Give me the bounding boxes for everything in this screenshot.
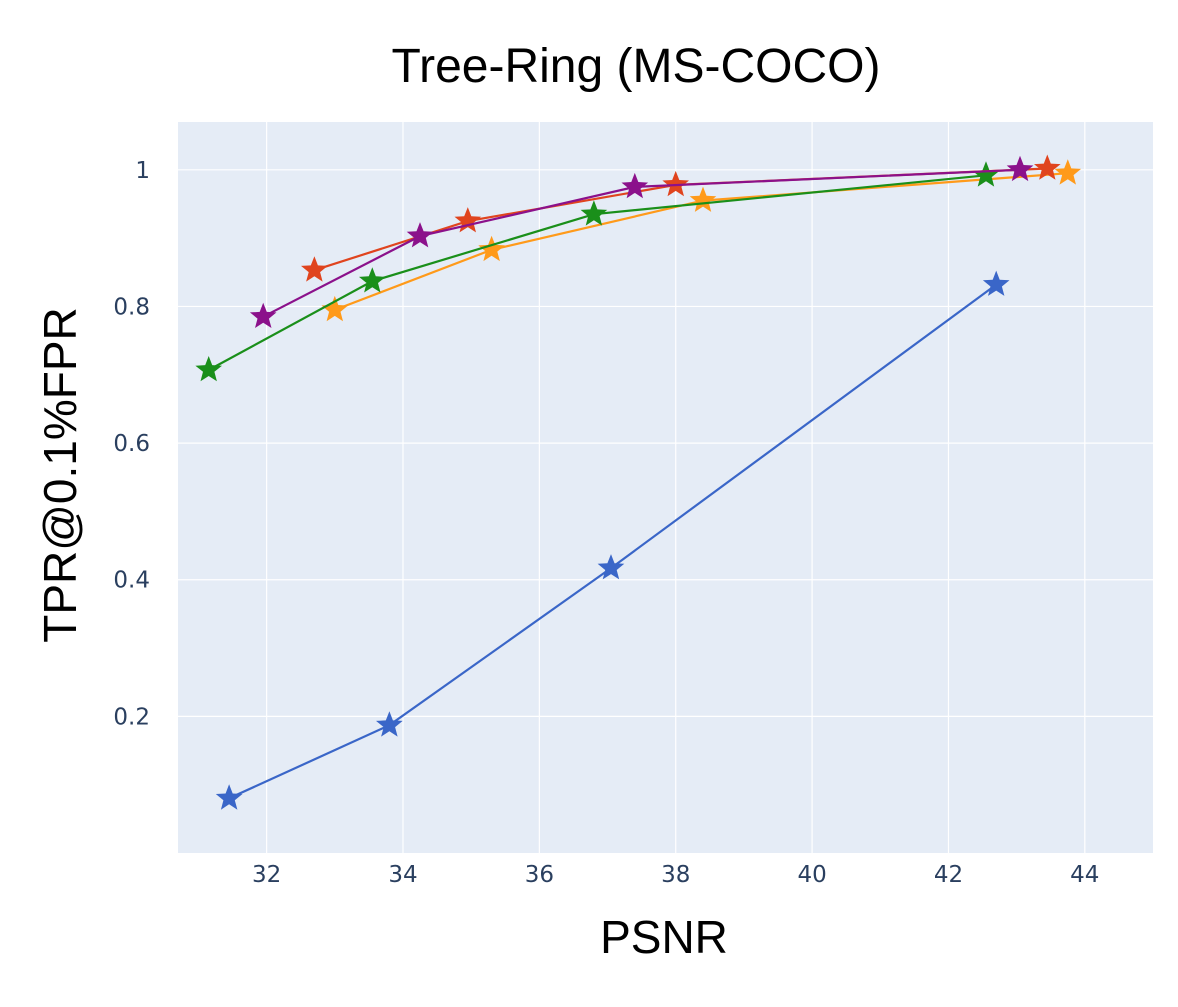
y-tick-label: 1 bbox=[135, 158, 150, 184]
series-2 bbox=[321, 159, 1082, 322]
y-tick-label: 0.8 bbox=[113, 294, 150, 320]
series-line bbox=[334, 172, 1068, 311]
star-marker bbox=[249, 302, 277, 328]
series-5 bbox=[249, 155, 1034, 328]
star-marker bbox=[478, 235, 505, 262]
chart-title: Tree-Ring (MS-COCO) bbox=[392, 40, 881, 93]
x-tick-label: 42 bbox=[934, 862, 963, 888]
star-marker bbox=[580, 200, 608, 226]
y-tick-label: 0.2 bbox=[113, 704, 150, 730]
series-line bbox=[208, 174, 987, 371]
y-axis-title: TPR@0.1%FPR bbox=[34, 307, 86, 643]
star-marker bbox=[301, 256, 328, 282]
x-tick-label: 32 bbox=[252, 862, 281, 888]
star-marker bbox=[689, 186, 717, 212]
x-tick-label: 36 bbox=[525, 862, 554, 888]
star-marker bbox=[1034, 154, 1061, 180]
star-marker bbox=[662, 170, 689, 197]
star-marker bbox=[1054, 159, 1082, 185]
x-axis-title: PSNR bbox=[600, 911, 728, 963]
x-tick-label: 34 bbox=[388, 862, 417, 888]
series-line bbox=[228, 283, 997, 800]
star-marker bbox=[406, 222, 434, 248]
star-marker bbox=[621, 172, 649, 199]
star-marker bbox=[454, 207, 482, 233]
x-tick-label: 40 bbox=[797, 862, 826, 888]
star-marker bbox=[321, 295, 349, 322]
star-marker bbox=[195, 356, 222, 382]
series-1 bbox=[215, 270, 1010, 810]
star-marker bbox=[972, 161, 1000, 187]
x-tick-label: 38 bbox=[661, 862, 690, 888]
tick-labels: 32 34 36 38 40 42 44 0.2 0.4 0.6 0.8 1 bbox=[113, 158, 1099, 888]
plot-area bbox=[178, 122, 1153, 853]
series-3 bbox=[195, 161, 1000, 382]
series-group bbox=[195, 154, 1082, 810]
y-tick-label: 0.6 bbox=[113, 431, 150, 457]
star-marker bbox=[215, 784, 243, 810]
star-marker bbox=[1006, 155, 1034, 182]
series-line bbox=[262, 168, 1021, 318]
star-marker bbox=[376, 711, 403, 737]
star-marker bbox=[597, 554, 625, 580]
y-tick-label: 0.4 bbox=[113, 568, 150, 594]
star-marker bbox=[982, 270, 1010, 296]
grid-lines bbox=[178, 122, 1153, 853]
x-tick-label: 44 bbox=[1070, 862, 1099, 888]
star-marker bbox=[359, 267, 386, 293]
